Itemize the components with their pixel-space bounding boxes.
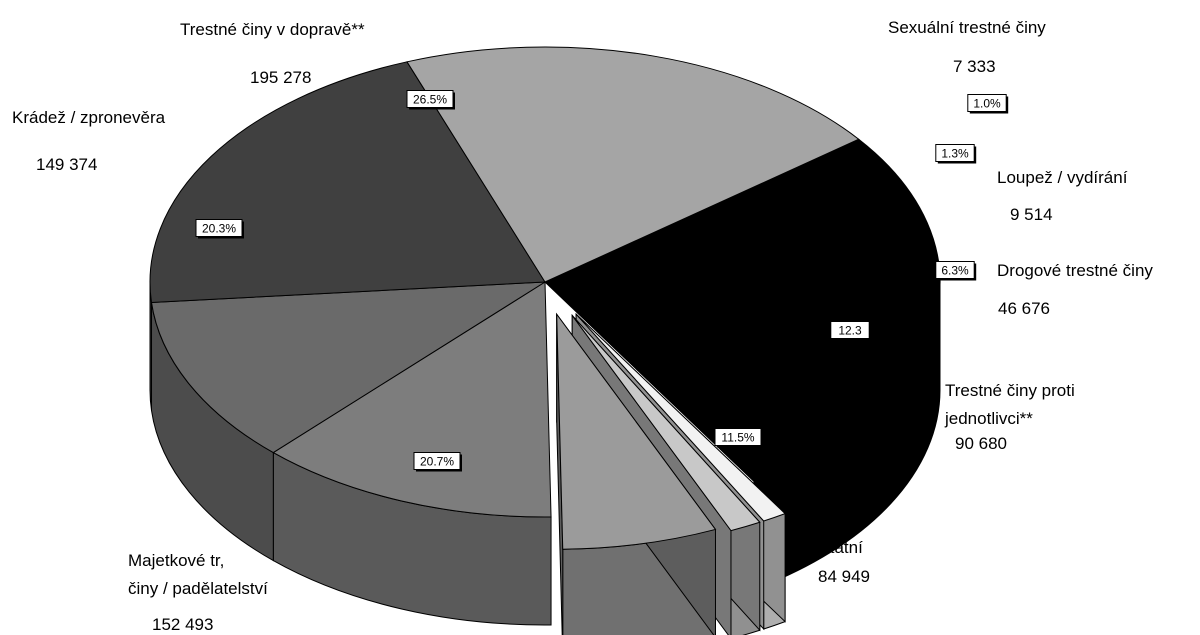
- slice-pct-4: 12.3: [830, 321, 872, 341]
- slice-value-2: 9 514: [1010, 205, 1053, 224]
- slice-value-7: 149 374: [36, 155, 97, 174]
- slice-label-6: Majetkové tr,: [128, 551, 224, 570]
- slice-pct-label-0: 26.5%: [413, 93, 447, 107]
- slice-pct-label-2: 1.3%: [941, 147, 969, 161]
- pie-tops: [149, 46, 941, 550]
- slice-pct-label-7: 20.3%: [202, 222, 236, 236]
- slice-value-0: 195 278: [250, 68, 311, 87]
- slice-value-3: 46 676: [998, 299, 1050, 318]
- slice-pct-5: 11.5%: [714, 428, 763, 448]
- slice-pct-label-6: 20.7%: [420, 455, 454, 469]
- slice-0: [544, 138, 941, 483]
- slice-2: [571, 315, 761, 532]
- slice-4: [272, 281, 552, 518]
- slice-pct-3: 6.3%: [935, 261, 977, 281]
- slice-label-1: Sexuální trestné činy: [888, 18, 1046, 37]
- slice-1: [575, 313, 787, 522]
- slice-pct-label-5: 11.5%: [721, 431, 754, 445]
- slice-3: [556, 312, 717, 550]
- slice-6: [149, 61, 546, 304]
- slice-pct-label-4: 12.3: [838, 324, 862, 338]
- slice-pct-7: 20.3%: [195, 219, 244, 239]
- slice-pct-label-3: 6.3%: [941, 264, 969, 278]
- slice-label-0: Trestné činy v dopravě**: [180, 20, 365, 39]
- slice-value-6: 152 493: [152, 615, 213, 634]
- slice-value-1: 7 333: [953, 57, 996, 76]
- slice-pct-label-1: 1.0%: [973, 97, 1001, 111]
- slice-value-4: 90 680: [955, 434, 1007, 453]
- slice-label-7: Krádež / zpronevěra: [12, 108, 166, 127]
- slice-5: [150, 281, 547, 454]
- slice-label-5: Ostatní: [808, 538, 863, 557]
- slice-label-3: Drogové trestné činy: [997, 261, 1153, 280]
- pie-labels: Trestné činy v dopravě** 195 278 26.5% Sexu…: [12, 18, 1153, 634]
- slice-label-2: Loupež / vydírání: [997, 168, 1128, 187]
- slice-pct-6: 20.7%: [413, 452, 462, 472]
- slice-pct-2: 1.3%: [935, 144, 977, 164]
- slice-7: [406, 46, 860, 283]
- slice-value-5: 84 949: [818, 567, 870, 586]
- slice-label-4: Trestné činy proti: [945, 381, 1075, 400]
- slice-pct-0: 26.5%: [406, 90, 455, 110]
- slice-label-6-line-1: činy / padělatelství: [128, 579, 268, 598]
- slice-pct-1: 1.0%: [967, 94, 1009, 114]
- slice-label-4-line-1: jednotlivci**: [944, 409, 1033, 428]
